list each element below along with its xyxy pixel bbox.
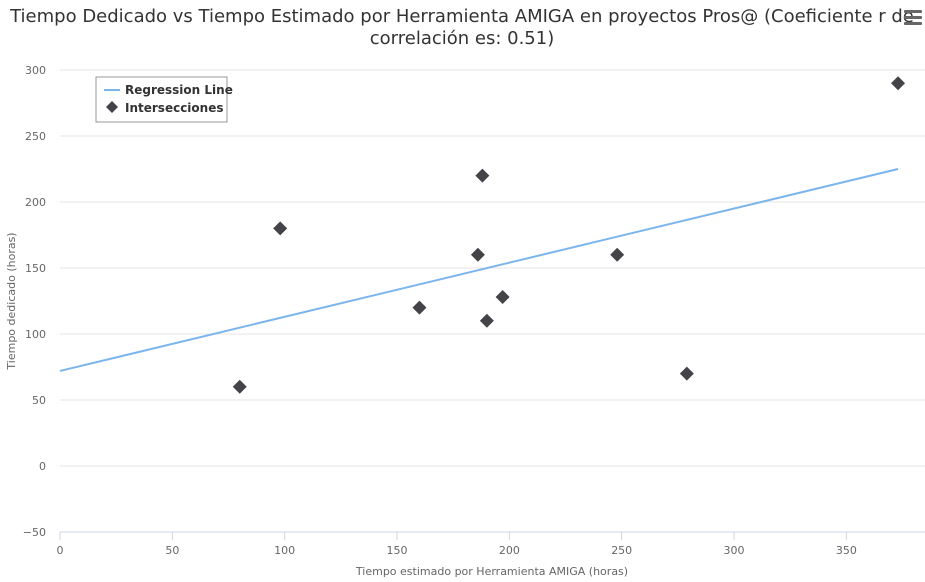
legend-diamond-icon — [106, 101, 118, 113]
y-tick-label: 200 — [25, 196, 46, 209]
x-axis-ticks: 0 50 100 150 200 250 300 350 — [57, 532, 857, 557]
legend-label-regression-line: Regression Line — [125, 83, 233, 97]
x-tick-label: 350 — [836, 544, 857, 557]
legend-box — [95, 76, 228, 123]
x-axis-title: Tiempo estimado por Herramienta AMIGA (h… — [355, 565, 628, 578]
x-tick-label: 100 — [274, 544, 295, 557]
legend-label-intersecciones: Intersecciones — [125, 101, 224, 115]
data-point-diamond[interactable] — [232, 379, 247, 394]
x-tick-label: 0 — [57, 544, 64, 557]
y-tick-label: 50 — [32, 394, 46, 407]
x-tick-label: 200 — [499, 544, 520, 557]
legend: Regression Line Intersecciones — [95, 76, 233, 123]
menu-bar — [904, 22, 922, 25]
legend-item-intersecciones[interactable]: Intersecciones — [106, 101, 224, 115]
legend-item-regression-line[interactable]: Regression Line — [104, 83, 233, 97]
y-tick-label: 250 — [25, 130, 46, 143]
regression-line[interactable] — [59, 168, 899, 372]
y-tick-label: −50 — [23, 526, 46, 539]
data-point-diamond[interactable] — [495, 290, 510, 305]
data-point-diamond[interactable] — [679, 366, 694, 381]
y-tick-label: 0 — [39, 460, 46, 473]
grid-lines — [60, 69, 925, 533]
regression-line-series — [59, 168, 899, 372]
y-tick-label: 150 — [25, 262, 46, 275]
y-tick-label: 100 — [25, 328, 46, 341]
data-point-diamond[interactable] — [479, 313, 494, 328]
data-point-diamond[interactable] — [610, 247, 625, 262]
data-point-diamond[interactable] — [273, 221, 288, 236]
intersecciones-series — [232, 76, 906, 394]
chart-title-line-2: correlación es: 0.51) — [370, 28, 554, 49]
menu-bar — [904, 10, 922, 13]
x-tick-label: 250 — [611, 544, 632, 557]
x-tick-label: 150 — [387, 544, 408, 557]
y-tick-label: 300 — [25, 64, 46, 77]
data-point-diamond[interactable] — [475, 168, 490, 183]
data-point-diamond[interactable] — [470, 247, 485, 262]
y-axis-title: Tiempo dedicado (horas) — [5, 232, 18, 370]
y-axis-ticks: 300 250 200 150 100 50 0 −50 — [23, 64, 46, 539]
menu-bar — [904, 16, 922, 19]
data-point-diamond[interactable] — [891, 76, 906, 91]
hamburger-menu-icon[interactable] — [902, 8, 924, 28]
x-tick-label: 300 — [724, 544, 745, 557]
data-point-diamond[interactable] — [412, 300, 427, 315]
x-tick-label: 50 — [165, 544, 179, 557]
chart-title-line-1: Tiempo Dedicado vs Tiempo Estimado por H… — [9, 6, 914, 27]
